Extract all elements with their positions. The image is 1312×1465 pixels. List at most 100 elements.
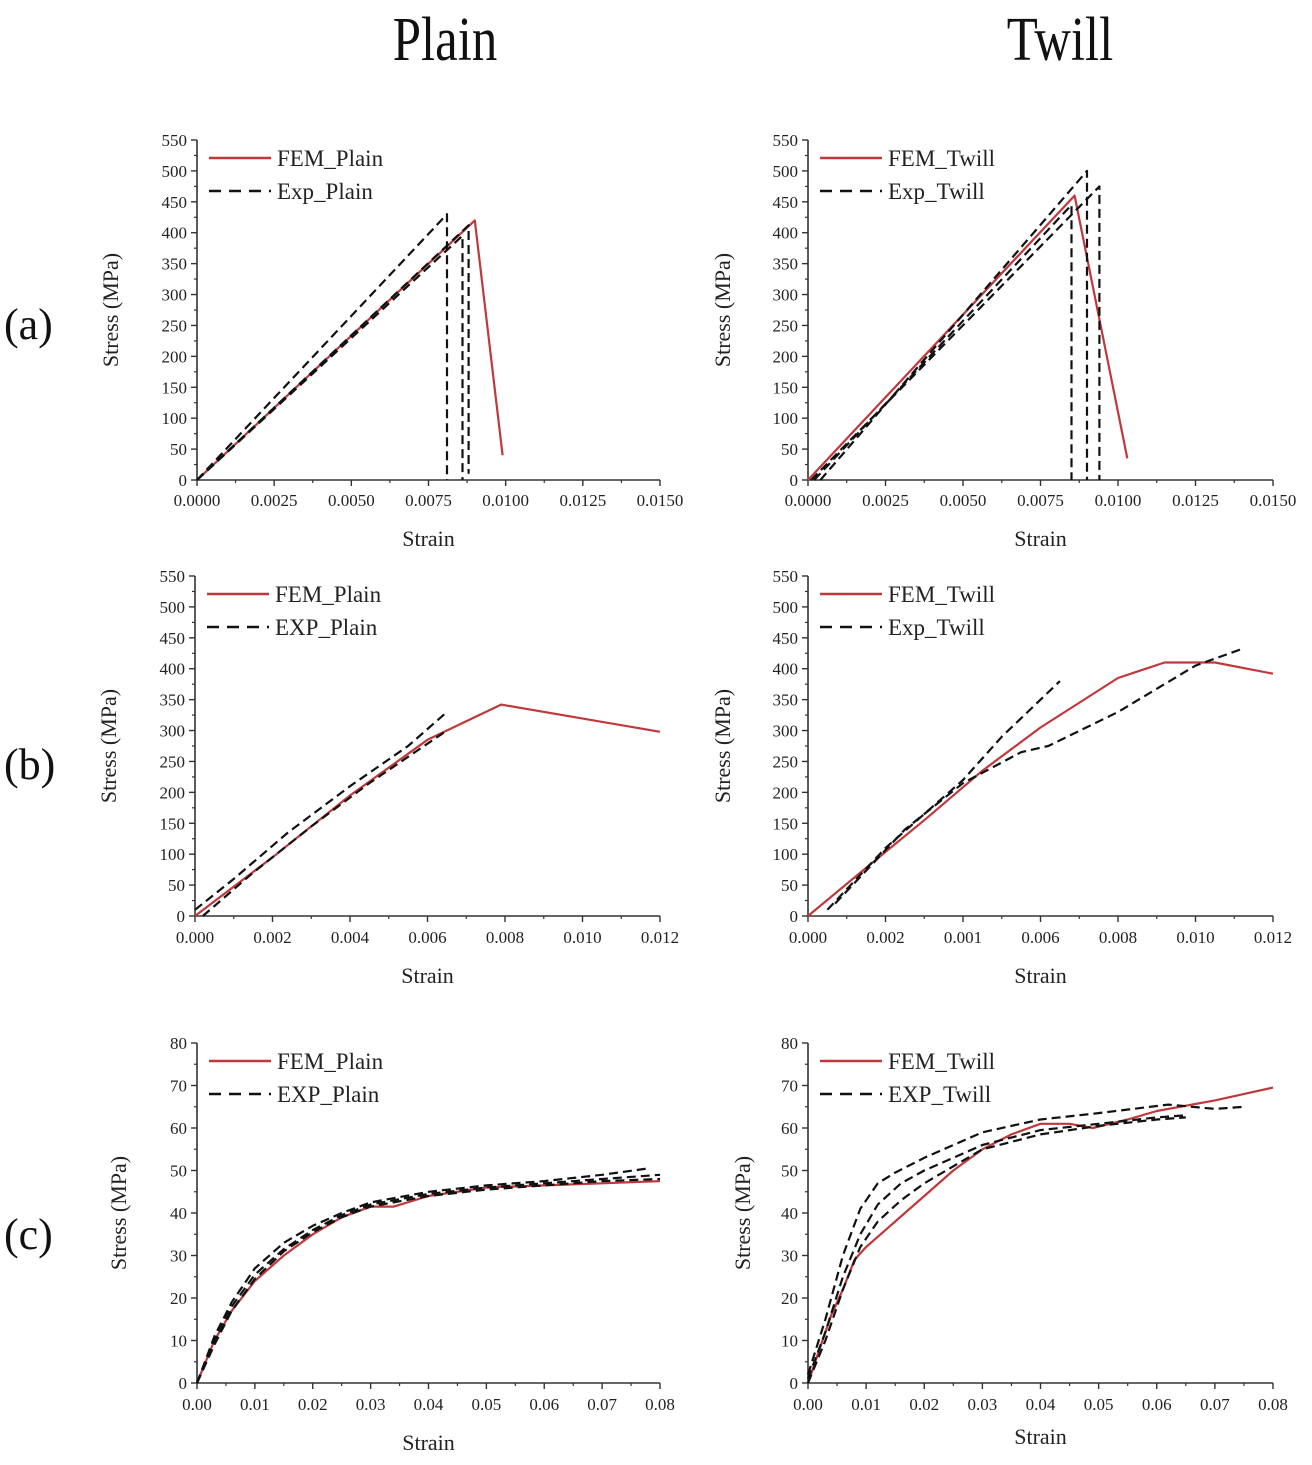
series-line-exp-plain [194,711,448,911]
x-axis-label: Strain [1014,526,1067,551]
chart-a-twill: 0.0000 0.0025 0.0050 0.0075 0.0100 0.0125 0.01… [710,131,1296,551]
x-tick-label: 0.008 [486,928,524,947]
x-axis-label: Strain [401,963,454,988]
y-tick-label: 450 [160,629,186,648]
x-tick-label: 0.012 [641,928,679,947]
x-axis-label: Strain [402,1430,455,1455]
y-tick-label: 250 [773,752,799,771]
y-tick-label: 80 [170,1034,187,1053]
legend: FEM_Twill Exp_Twill [820,582,995,640]
series-line-fem-twill [806,1086,1274,1384]
x-tick-label: 0.000 [176,928,214,947]
y-tick-label: 50 [781,876,798,895]
series-line-exp-twill [826,680,1061,911]
y-tick-label: 300 [773,286,799,305]
y-tick-label: 0 [179,1374,188,1393]
x-axis-label: Strain [1014,963,1067,988]
y-tick-label: 200 [773,783,799,802]
x-tick-label: 0.06 [529,1395,559,1414]
y-axis-label: Stress (MPa) [710,689,735,803]
x-tick-label: 0.012 [1254,928,1292,947]
x-tick-label: 0.010 [563,928,601,947]
y-tick-label: 350 [773,255,799,274]
x-tick-label: 0.03 [356,1395,386,1414]
series-line-exp-plain [202,729,448,917]
x-tick-label: 0.02 [909,1395,939,1414]
x-tick-label: 0.08 [1258,1395,1288,1414]
legend-label-fem: FEM_Twill [888,146,995,171]
series-line-exp-plain [196,224,470,481]
x-tick-label: 0.00 [182,1395,212,1414]
y-tick-label: 10 [781,1332,798,1351]
series-line-exp-plain [196,213,449,481]
y-tick-label: 50 [168,876,185,895]
y-tick-label: 200 [773,347,799,366]
y-tick-label: 0 [790,907,799,926]
x-tick-label: 0.07 [587,1395,617,1414]
series-line-fem-plain [196,219,504,481]
legend: FEM_Twill Exp_Twill [820,146,995,204]
x-tick-label: 0.04 [414,1395,444,1414]
y-tick-label: 300 [773,722,799,741]
y-tick-label: 400 [773,660,799,679]
y-tick-label: 250 [773,316,799,335]
y-tick-label: 450 [162,193,188,212]
y-tick-label: 0 [790,1374,799,1393]
chart-b-twill: 0.000 0.002 0.001 0.006 0.008 0.010 0.012 0 50 10… [710,567,1292,988]
y-axis-label: Stress (MPa) [710,253,735,367]
y-tick-label: 60 [781,1119,798,1138]
x-tick-label: 0.0125 [559,491,606,510]
y-tick-label: 550 [773,567,799,586]
x-tick-label: 0.03 [968,1395,998,1414]
series-line-exp-twill [810,185,1101,481]
series-line-exp-twill [806,1116,1186,1384]
y-tick-label: 50 [170,1162,187,1181]
x-axis-label: Strain [402,526,455,551]
series-line-exp-plain [195,1177,661,1384]
y-tick-label: 100 [773,845,799,864]
y-tick-label: 550 [773,131,799,150]
y-tick-label: 500 [160,598,186,617]
row-label-a: (a) [4,300,53,349]
y-tick-label: 0 [179,471,188,490]
chart-c-twill: 0.00 0.01 0.02 0.03 0.04 0.05 0.06 0.07 0.08 0 10 2… [730,1034,1288,1449]
y-tick-label: 150 [160,814,186,833]
y-tick-label: 10 [170,1332,187,1351]
y-tick-label: 150 [773,378,799,397]
x-tick-label: 0.002 [866,928,904,947]
y-tick-label: 400 [773,224,799,243]
y-tick-label: 100 [162,409,188,428]
y-tick-label: 100 [160,845,186,864]
row-label-b: (b) [4,740,56,789]
y-tick-label: 20 [170,1289,187,1308]
y-tick-label: 300 [160,722,186,741]
legend-label-exp: EXP_Twill [888,1082,991,1107]
x-tick-label: 0.002 [253,928,291,947]
y-tick-label: 30 [170,1247,187,1266]
legend-label-exp: EXP_Plain [275,615,378,640]
series-line-fem-plain [194,703,661,917]
x-tick-label: 0.006 [408,928,446,947]
legend: FEM_Plain Exp_Plain [209,146,384,204]
chart-a-plain: 0.0000 0.0025 0.0050 0.0075 0.0100 0.0125 0.01… [98,131,683,551]
x-tick-label: 0.01 [240,1395,270,1414]
y-tick-label: 500 [773,162,799,181]
x-tick-label: 0.0025 [251,491,298,510]
x-tick-label: 0.0000 [785,491,832,510]
x-tick-label: 0.01 [851,1395,881,1414]
series-line-exp-plain [195,1167,649,1384]
column-title-plain: Plain [392,6,498,74]
legend-label-fem: FEM_Plain [277,1049,384,1074]
y-tick-label: 550 [162,131,188,150]
y-tick-label: 200 [160,783,186,802]
y-tick-label: 50 [781,440,798,459]
y-axis-label: Stress (MPa) [106,1156,131,1270]
series-line-fem-twill [807,661,1274,917]
y-tick-label: 250 [160,752,186,771]
series-line-exp-plain [196,234,464,481]
y-tick-label: 300 [162,286,188,305]
x-tick-label: 0.05 [1084,1395,1114,1414]
chart-c-plain: 0.00 0.01 0.02 0.03 0.04 0.05 0.06 0.07 0.08 0 10 2… [106,1034,675,1455]
y-tick-label: 350 [162,255,188,274]
